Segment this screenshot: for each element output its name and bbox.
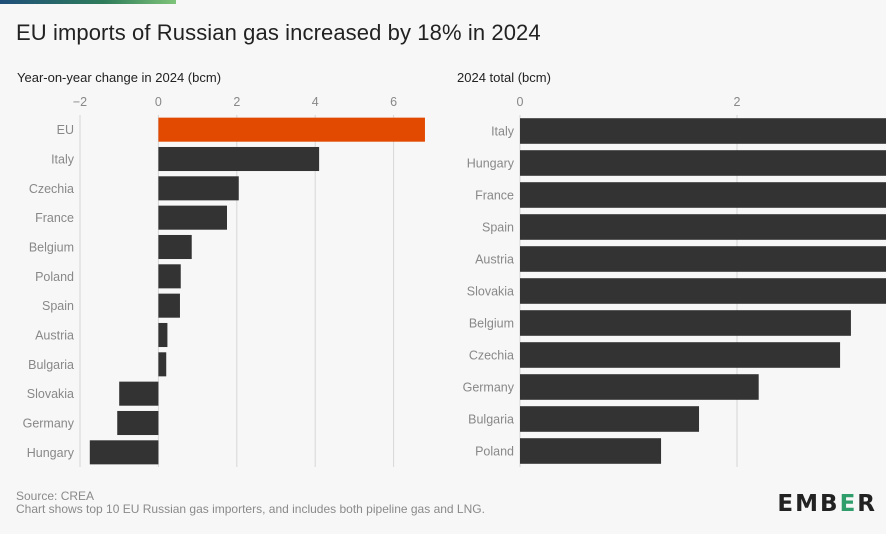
right-bar-czechia [520,342,841,368]
left-tick-label: 4 [312,95,319,109]
right-category-label: Germany [463,381,515,395]
left-bar-germany [117,410,159,436]
right-category-label: Czechia [469,349,514,363]
left-category-label: Germany [23,417,75,431]
left-bar-slovakia [119,381,159,406]
right-category-label: Bulgaria [468,413,514,427]
left-bar-eu [158,117,425,142]
right-category-label: Slovakia [467,285,514,299]
right-tick-label: 2 [734,95,741,109]
ember-logo: EMBER [777,491,877,517]
right-bar-poland [520,438,662,464]
left-category-label: Spain [42,299,74,313]
left-bar-italy [158,146,320,172]
right-category-label: Spain [482,221,514,235]
right-category-label: Poland [475,445,514,459]
right-chart-title: 2024 total (bcm) [457,70,551,85]
left-category-label: Poland [35,270,74,284]
right-bar-austria [520,246,886,272]
left-category-label: EU [57,123,74,137]
chart-note: Chart shows top 10 EU Russian gas import… [16,502,485,516]
right-category-label: Italy [491,125,515,139]
right-bar-italy [520,118,886,144]
right-bar-slovakia [520,278,886,304]
left-bar-belgium [158,234,192,260]
left-bar-france [158,205,227,230]
right-bar-belgium [520,310,851,336]
right-category-label: France [475,189,514,203]
left-category-label: Bulgaria [28,358,74,372]
left-bar-spain [158,293,180,318]
right-bar-germany [520,374,759,400]
left-tick-label: 0 [155,95,162,109]
right-category-label: Austria [475,253,514,267]
right-category-label: Hungary [467,157,515,171]
page-title: EU imports of Russian gas increased by 1… [16,20,541,45]
source-note: Source: CREA [16,489,95,503]
left-bar-poland [158,264,181,289]
left-bar-bulgaria [158,352,167,377]
left-tick-label: 6 [390,95,397,109]
left-category-label: Austria [35,329,74,343]
left-category-label: Hungary [27,446,75,460]
right-bar-hungary [520,150,886,176]
left-tick-label: 2 [233,95,240,109]
right-category-label: Belgium [469,317,514,331]
top-accent-bar [0,0,886,4]
right-bar-spain [520,214,886,240]
left-tick-label: −2 [73,95,87,109]
right-bar-france [520,182,886,208]
left-chart-title: Year-on-year change in 2024 (bcm) [17,70,222,85]
left-bar-hungary [89,440,159,465]
left-bar-czechia [158,176,239,201]
left-category-label: Slovakia [27,387,74,401]
left-category-label: Czechia [29,182,74,196]
left-bar-austria [158,322,168,348]
left-category-label: Belgium [29,241,74,255]
right-bar-bulgaria [520,406,700,432]
left-category-label: Italy [51,153,75,167]
left-category-label: France [35,211,74,225]
right-tick-label: 0 [517,95,524,109]
accent-gradient [0,0,176,4]
